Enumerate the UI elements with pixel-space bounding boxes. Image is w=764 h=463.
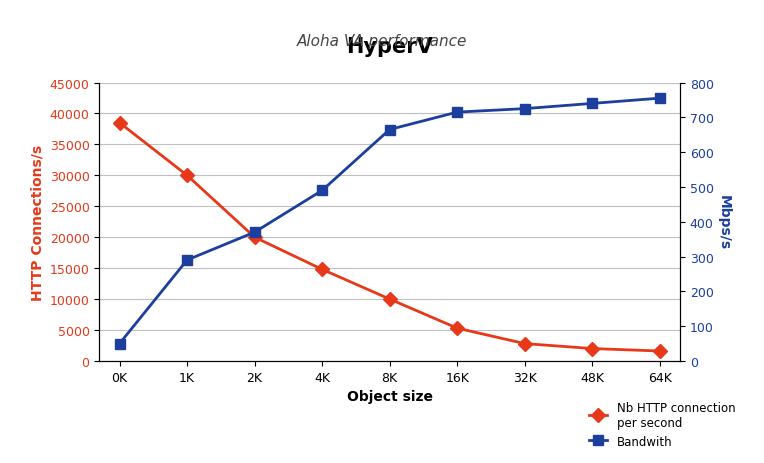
Nb HTTP connection
per second [385,297,394,302]
Line: Nb HTTP connection
per second: Nb HTTP connection per second [115,119,665,356]
X-axis label: Object size: Object size [347,389,432,403]
Bandwith [520,106,529,112]
Bandwith [655,96,664,102]
Nb HTTP connection
per second [452,325,461,331]
Nb HTTP connection
per second [318,267,327,273]
Nb HTTP connection
per second [183,173,192,179]
Line: Bandwith: Bandwith [115,94,665,349]
Nb HTTP connection
per second [250,235,259,240]
Title: HyperV: HyperV [346,37,433,57]
Nb HTTP connection
per second [520,341,529,347]
Bandwith [250,230,259,236]
Bandwith [115,341,125,346]
Y-axis label: HTTP Connections/s: HTTP Connections/s [30,144,44,300]
Text: Aloha VA performance: Aloha VA performance [296,34,468,49]
Bandwith [452,110,461,116]
Y-axis label: Mbps/s: Mbps/s [717,195,730,250]
Bandwith [588,101,597,107]
Nb HTTP connection
per second [588,346,597,351]
Legend: Nb HTTP connection
per second, Bandwith: Nb HTTP connection per second, Bandwith [589,401,735,448]
Nb HTTP connection
per second [655,349,664,354]
Nb HTTP connection
per second [115,121,125,126]
Bandwith [385,127,394,133]
Bandwith [183,257,192,263]
Bandwith [318,188,327,194]
